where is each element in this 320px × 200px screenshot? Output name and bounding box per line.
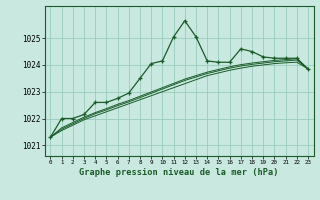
X-axis label: Graphe pression niveau de la mer (hPa): Graphe pression niveau de la mer (hPa) bbox=[79, 168, 279, 177]
